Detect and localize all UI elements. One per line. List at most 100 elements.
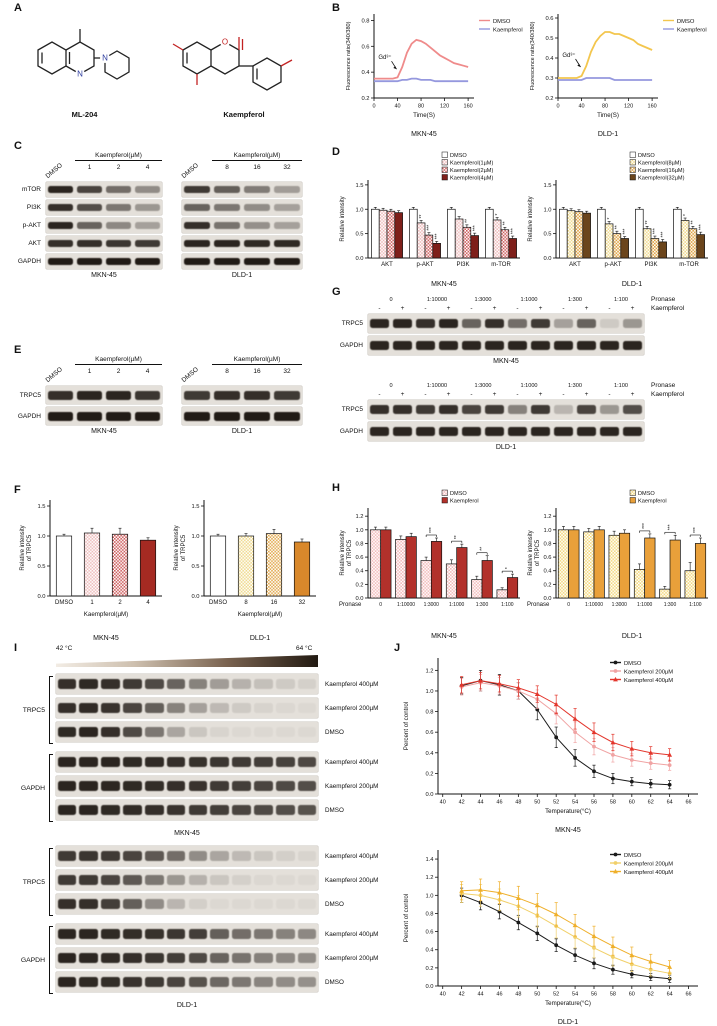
- dose-labels: 1 2 4: [75, 164, 162, 171]
- svg-text:0.0: 0.0: [425, 984, 433, 990]
- svg-text:Kaempferol 200µM: Kaempferol 200µM: [624, 670, 673, 676]
- dilution-label: 1:100: [614, 296, 628, 303]
- svg-text:40: 40: [578, 104, 584, 110]
- blot-strip: [46, 218, 162, 233]
- svg-text:66: 66: [685, 992, 691, 998]
- blot-row: [182, 200, 302, 215]
- svg-text:of TRPC5: of TRPC5: [535, 539, 541, 566]
- blot-band: [213, 239, 241, 248]
- svg-text:1.0: 1.0: [543, 528, 551, 534]
- cell-line-label: MKN-45: [91, 428, 117, 435]
- compound-name-kaempferol: Kaempferol: [223, 110, 265, 119]
- blot-band: [369, 318, 390, 329]
- blot-band: [553, 318, 574, 329]
- blot-band: [188, 781, 208, 791]
- svg-text:0.5: 0.5: [545, 36, 553, 42]
- sign-label: -: [608, 305, 611, 312]
- blot-strip: [182, 182, 302, 197]
- svg-text:***: ***: [429, 527, 435, 533]
- svg-text:**: **: [615, 225, 621, 229]
- blot-band: [210, 953, 230, 963]
- trpc5-intensity-chart-mkn45: 0.0 0.5 1.0 1.5 DMSO 1 2 4 Relative intensity of …: [18, 490, 168, 644]
- svg-text:of TRPC5: of TRPC5: [347, 539, 353, 566]
- blot-band: [79, 757, 99, 767]
- blot-band: [576, 426, 597, 437]
- svg-text:**: **: [645, 220, 651, 224]
- blot-group-e-mkn45: DMSO Kaempferol(µM) 1 2 4 TRPC5 GAPDH MKN-45: [16, 354, 162, 435]
- svg-text:120: 120: [624, 104, 633, 110]
- svg-text:1.0: 1.0: [543, 207, 551, 213]
- blot-band: [369, 404, 390, 415]
- blot-band: [123, 851, 142, 861]
- sign-label: +: [400, 391, 405, 398]
- svg-text:0.6: 0.6: [543, 555, 551, 561]
- panel-f-label: F: [14, 484, 21, 496]
- blot-band: [105, 390, 132, 400]
- blot-strip: [56, 846, 318, 866]
- blot-band: [576, 404, 597, 415]
- svg-text:80: 80: [418, 104, 424, 110]
- protein-label: GAPDH: [339, 342, 363, 349]
- blot-strip: [56, 698, 318, 718]
- blot-strip: [56, 972, 318, 992]
- pronase-chart-dld1: 0.0 0.2 0.4 0.6 0.8 1.0 1.2 0 1:10000 1:3000 1:100…: [526, 488, 712, 642]
- blot-strip: [368, 336, 644, 355]
- svg-text:N: N: [77, 70, 83, 79]
- dilution-label: 1:3000: [474, 296, 492, 303]
- blot-band: [166, 977, 186, 987]
- blot-strip: [182, 218, 302, 233]
- blot-band: [530, 340, 551, 351]
- blot-band: [461, 318, 482, 329]
- blot-strip: [56, 800, 318, 820]
- svg-text:Relative intensity: Relative intensity: [340, 196, 346, 241]
- bracket-icon: [49, 848, 53, 916]
- control-label: DMSO: [180, 366, 200, 384]
- blot-band: [123, 679, 142, 689]
- blot-band: [166, 757, 186, 767]
- bracket-icon: [49, 754, 53, 822]
- svg-text:0.4: 0.4: [355, 569, 364, 575]
- blot-band: [76, 203, 103, 212]
- sign-label: +: [492, 391, 497, 398]
- dilution-label: 1:3000: [474, 382, 492, 389]
- blot-band: [530, 404, 551, 415]
- treatment-label: DMSO: [325, 978, 344, 986]
- blot-row: GAPDH: [336, 422, 684, 441]
- svg-text:50: 50: [534, 800, 540, 806]
- blot-band: [275, 977, 295, 987]
- blot-band: [188, 805, 208, 815]
- pronase-chart-mkn45-svg: 0.00.20.40.60.81.01.20 1:10000 1:3000***1:…: [339, 489, 520, 640]
- svg-text:1.2: 1.2: [543, 514, 551, 520]
- blot-band: [57, 899, 77, 909]
- blot-band: [183, 411, 211, 421]
- cell-line-label: DLD-1: [231, 428, 253, 435]
- svg-text:DMSO: DMSO: [450, 153, 467, 159]
- protein-label: mTOR: [21, 186, 41, 193]
- sign-label: +: [446, 391, 451, 398]
- blot-band: [369, 426, 390, 437]
- svg-text:MKN-45: MKN-45: [431, 633, 457, 640]
- dose-label: 16: [253, 368, 261, 375]
- svg-text:DMSO: DMSO: [55, 600, 73, 606]
- blot-band: [101, 703, 120, 713]
- blot-row: PI3K: [16, 200, 162, 215]
- blot-band: [232, 977, 251, 987]
- blot-row: [182, 236, 302, 251]
- blot-band: [166, 929, 186, 939]
- blot-band: [166, 953, 186, 963]
- svg-text:***: ***: [510, 228, 516, 234]
- blot-band: [461, 426, 482, 437]
- svg-text:50: 50: [534, 992, 540, 998]
- blot-row: Kaempferol 200µM: [56, 948, 378, 968]
- svg-text:1.4: 1.4: [425, 857, 434, 863]
- blot-band: [273, 239, 301, 248]
- blot-band: [210, 851, 230, 861]
- sign-label: -: [516, 305, 519, 312]
- fluorescence-chart-dld1-svg: 0.2 0.3 0.4 0.5 0.6 0 40 80 120 160 Fluorescence r…: [530, 14, 707, 138]
- blot-band: [47, 257, 74, 266]
- svg-text:**: **: [503, 221, 509, 225]
- blot-row: DMSO: [56, 972, 378, 992]
- blot-band: [507, 426, 528, 437]
- svg-text:0.5: 0.5: [355, 232, 363, 238]
